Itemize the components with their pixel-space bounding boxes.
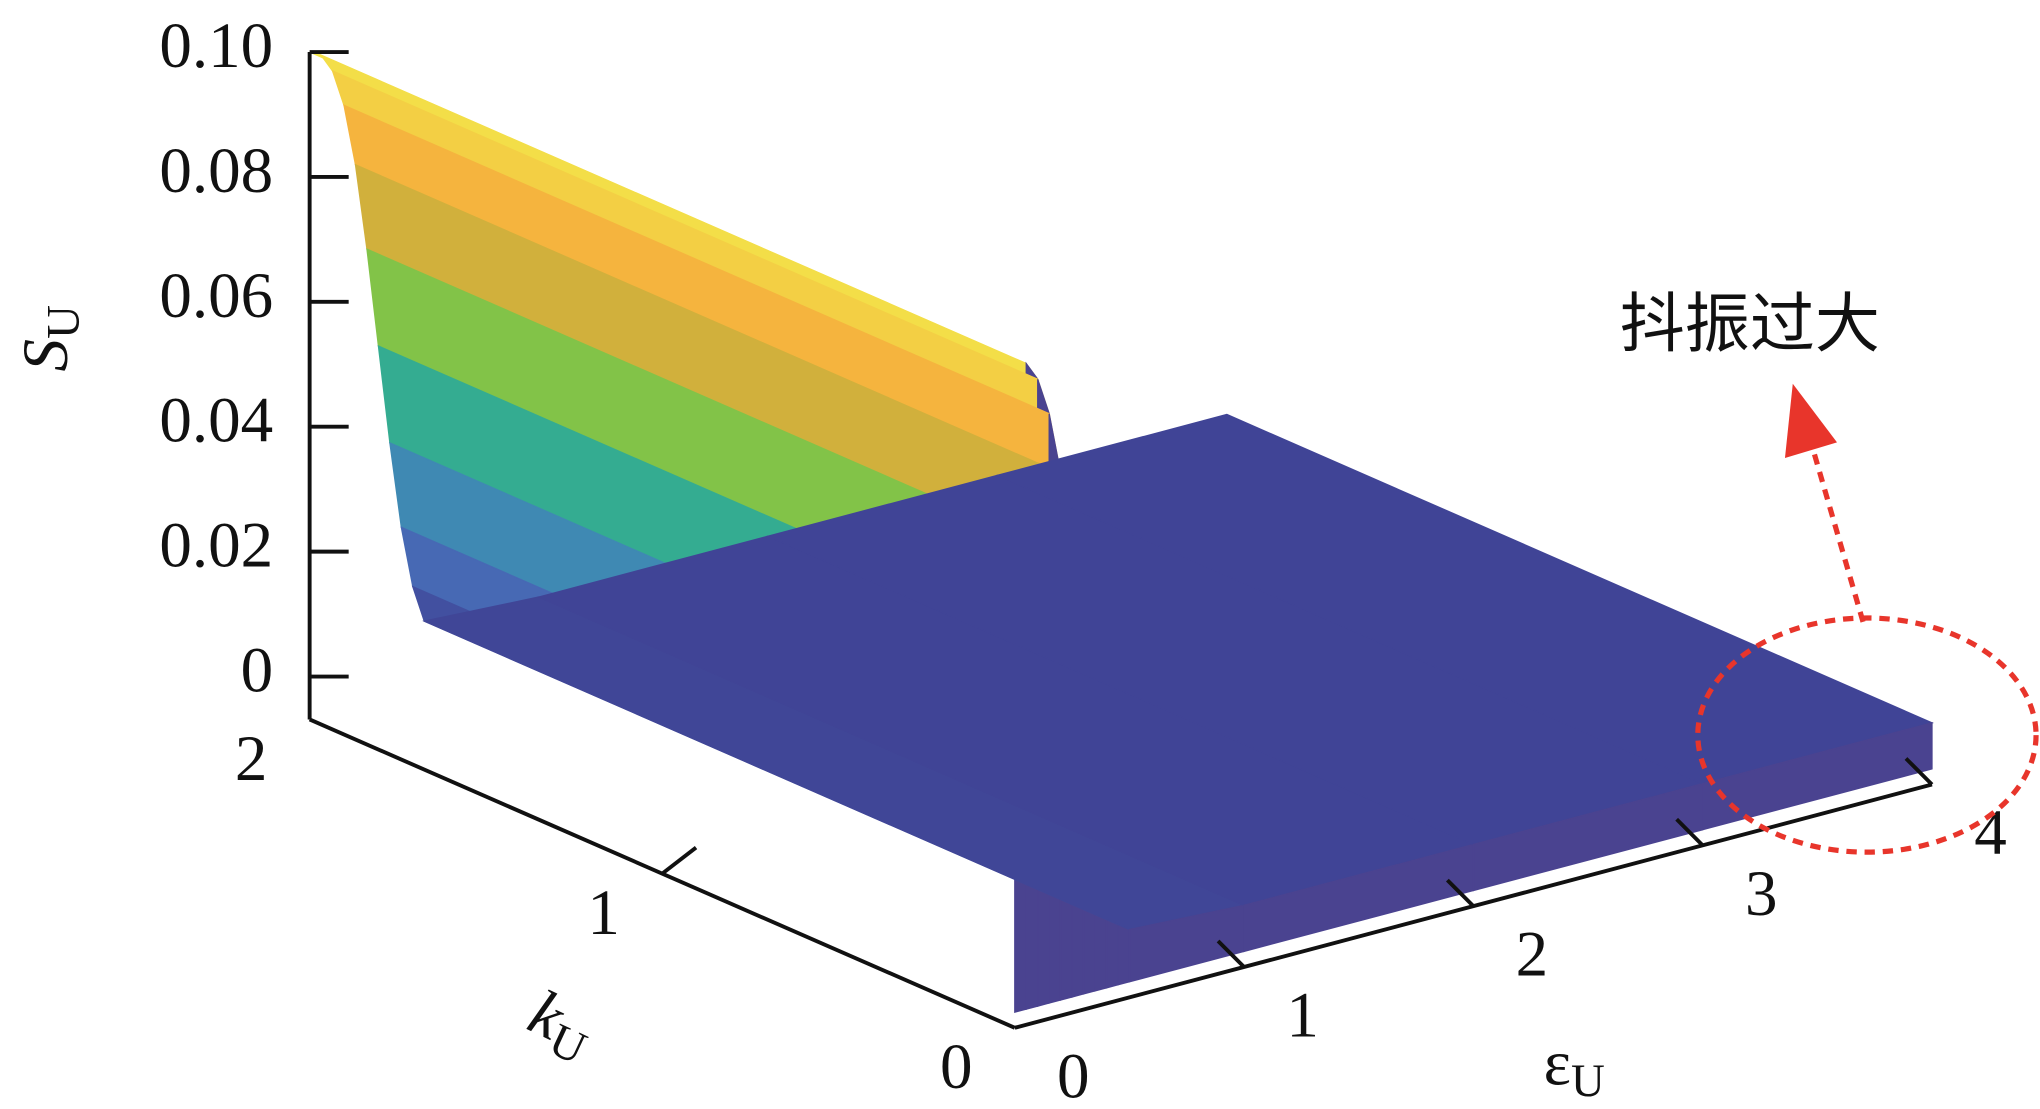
annotation-arrow — [1808, 441, 1866, 623]
x-label-main: ε — [1544, 1027, 1571, 1099]
highlight-ellipse — [1695, 615, 2039, 855]
z-axis-label: SU — [10, 305, 89, 371]
z-label-sub: U — [37, 305, 89, 339]
x-label-sub: U — [1571, 1055, 1605, 1107]
y-tick-label: 0 — [940, 1031, 973, 1103]
x-axis-label: εU — [1544, 1027, 1605, 1106]
y-axis-label: kU — [515, 976, 605, 1074]
surface — [309, 51, 1934, 1014]
arrow-head — [1784, 383, 1838, 458]
x-tick-label: 1 — [1286, 980, 1319, 1052]
annotation: 抖振过大 — [1620, 287, 1880, 362]
x-tick-label: 2 — [1516, 919, 1549, 991]
x-tick-label: 0 — [1057, 1040, 1090, 1109]
x-tick-label: 4 — [1974, 797, 2007, 869]
z-tick-label: 0.02 — [159, 510, 273, 582]
axes — [307, 50, 1934, 1030]
surface-side — [1702, 721, 1933, 831]
z-tick-label: 0.04 — [159, 385, 273, 457]
x-tick — [1904, 757, 1934, 786]
x-tick — [1675, 817, 1705, 847]
x-tick-label: 3 — [1745, 858, 1778, 930]
y-tick — [661, 846, 698, 876]
z-tick-label: 0 — [241, 634, 274, 706]
plot: SU kU εU 抖振过大 00.020.040.060.080.1001201… — [10, 10, 2039, 1109]
x-tick — [1216, 939, 1246, 969]
x-tick — [1445, 878, 1475, 908]
y-tick-label: 1 — [587, 877, 620, 949]
z-tick-label: 0.10 — [159, 10, 273, 82]
y-tick-label: 2 — [235, 723, 268, 795]
z-tick-label: 0.08 — [159, 135, 273, 207]
z-tick-label: 0.06 — [159, 260, 273, 332]
z-label-main: S — [10, 339, 82, 372]
